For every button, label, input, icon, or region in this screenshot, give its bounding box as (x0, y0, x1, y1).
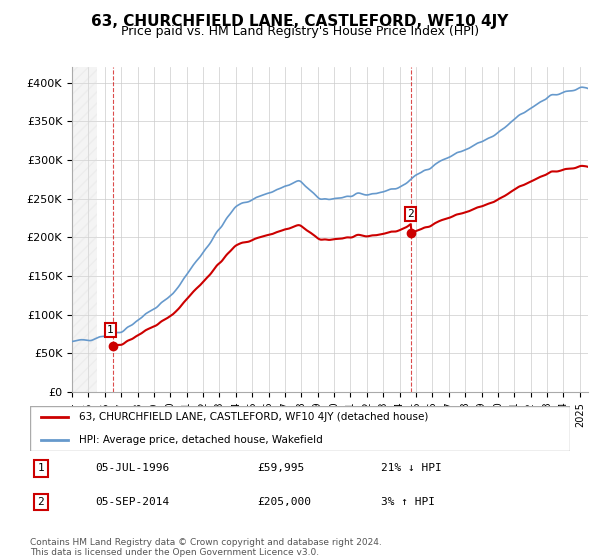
Text: Price paid vs. HM Land Registry's House Price Index (HPI): Price paid vs. HM Land Registry's House … (121, 25, 479, 38)
FancyBboxPatch shape (30, 406, 570, 451)
Text: 63, CHURCHFIELD LANE, CASTLEFORD, WF10 4JY (detached house): 63, CHURCHFIELD LANE, CASTLEFORD, WF10 4… (79, 412, 428, 422)
Text: 2: 2 (407, 209, 414, 219)
Text: 05-JUL-1996: 05-JUL-1996 (95, 463, 169, 473)
Text: 3% ↑ HPI: 3% ↑ HPI (381, 497, 435, 507)
Text: Contains HM Land Registry data © Crown copyright and database right 2024.
This d: Contains HM Land Registry data © Crown c… (30, 538, 382, 557)
Text: 05-SEP-2014: 05-SEP-2014 (95, 497, 169, 507)
Text: 1: 1 (37, 463, 44, 473)
Text: 63, CHURCHFIELD LANE, CASTLEFORD, WF10 4JY: 63, CHURCHFIELD LANE, CASTLEFORD, WF10 4… (91, 14, 509, 29)
Text: HPI: Average price, detached house, Wakefield: HPI: Average price, detached house, Wake… (79, 435, 322, 445)
Text: 1: 1 (107, 325, 113, 335)
Text: 21% ↓ HPI: 21% ↓ HPI (381, 463, 442, 473)
Text: £59,995: £59,995 (257, 463, 304, 473)
Text: 2: 2 (37, 497, 44, 507)
Text: £205,000: £205,000 (257, 497, 311, 507)
